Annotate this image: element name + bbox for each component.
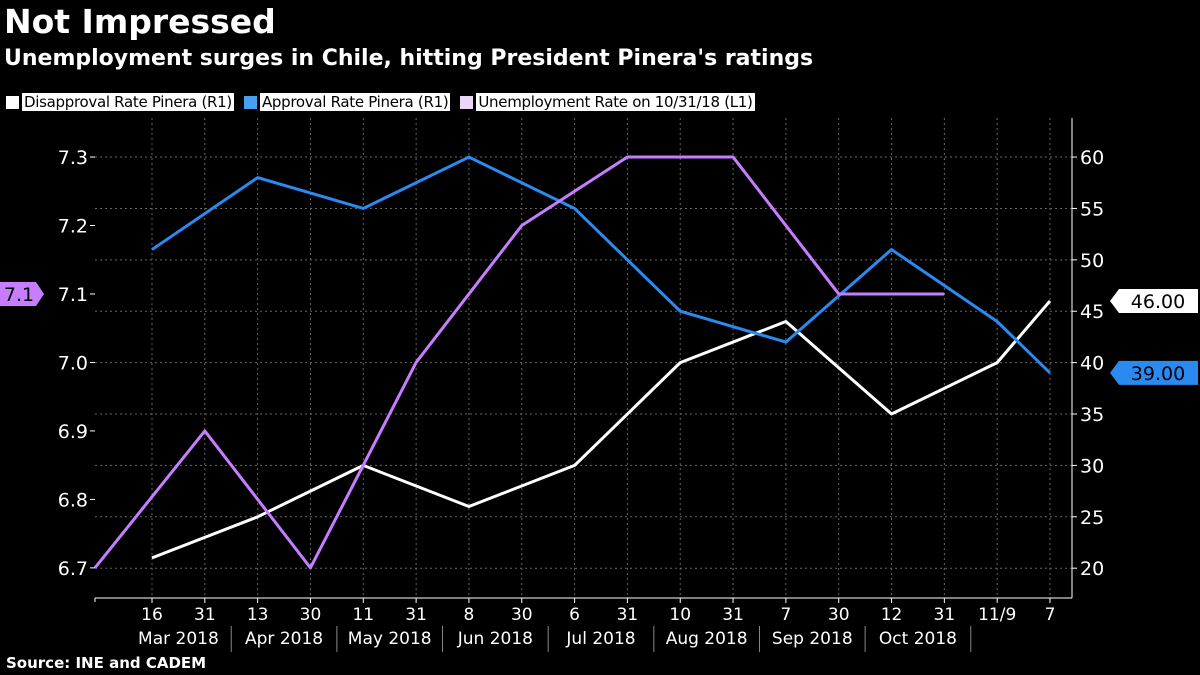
month-label: Oct 2018 (879, 629, 957, 649)
right-tick-label: 45 (1080, 301, 1104, 323)
right-tick-label: 30 (1080, 455, 1104, 477)
month-label: Jul 2018 (565, 629, 635, 649)
legend: Disapproval Rate Pinera (R1) Approval Ra… (6, 93, 755, 111)
last-value-label: 46.00 (1131, 291, 1185, 313)
x-tick-label: 31 (722, 605, 744, 625)
right-tick-label: 20 (1080, 558, 1104, 580)
series-line-1 (151, 155, 1052, 374)
right-tick-label: 25 (1080, 507, 1104, 529)
x-tick-label: 31 (617, 605, 639, 625)
right-tick-label: 50 (1080, 250, 1104, 272)
left-tick-label: 7.0 (58, 352, 88, 374)
left-tick-label: 7.2 (58, 216, 88, 238)
x-tick-label: 30 (828, 605, 850, 625)
last-value-tag (0, 281, 44, 306)
x-tick-label: 31 (934, 605, 956, 625)
left-tick-label: 7.1 (58, 284, 88, 306)
x-tick-label: 11/9 (978, 605, 1016, 625)
x-tick-label: 7 (780, 605, 791, 625)
last-value-label: 39.00 (1131, 363, 1185, 385)
last-value-tag (1110, 288, 1198, 313)
last-value-tag (1110, 360, 1198, 385)
left-tick-label: 7.3 (58, 147, 88, 169)
x-tick-label: 31 (194, 605, 216, 625)
month-label: Jun 2018 (457, 629, 533, 649)
right-tick-label: 60 (1080, 147, 1104, 169)
legend-item-unemployment: Unemployment Rate on 10/31/18 (L1) (460, 93, 755, 111)
left-tick-label: 6.8 (58, 489, 88, 511)
chart-title: Not Impressed (4, 2, 276, 41)
x-tick-label: 31 (405, 605, 427, 625)
series-line-0 (151, 299, 1052, 560)
legend-item-approval: Approval Rate Pinera (R1) (243, 93, 451, 111)
last-value-label: 7.1 (4, 284, 34, 306)
x-tick-label: 7 (1045, 605, 1056, 625)
month-label: Aug 2018 (666, 629, 748, 649)
right-tick-label: 40 (1080, 353, 1104, 375)
chart-subtitle: Unemployment surges in Chile, hitting Pr… (4, 46, 814, 71)
right-tick-label: 55 (1080, 198, 1104, 220)
month-label: Mar 2018 (138, 629, 219, 649)
month-label: Sep 2018 (772, 629, 853, 649)
x-tick-label: 10 (669, 605, 691, 625)
source-note: Source: INE and CADEM (6, 654, 207, 672)
x-tick-label: 6 (569, 605, 580, 625)
right-tick-label: 35 (1080, 404, 1104, 426)
x-tick-label: 13 (247, 605, 269, 625)
left-tick-label: 6.7 (58, 558, 88, 580)
legend-swatch (6, 95, 19, 109)
month-label: Apr 2018 (245, 629, 323, 649)
legend-swatch (460, 95, 474, 109)
legend-swatch (243, 95, 257, 109)
month-label: May 2018 (348, 629, 432, 649)
x-tick-label: 12 (881, 605, 903, 625)
x-tick-label: 8 (464, 605, 475, 625)
x-tick-label: 11 (352, 605, 374, 625)
x-tick-label: 30 (511, 605, 533, 625)
legend-item-disapproval: Disapproval Rate Pinera (R1) (6, 93, 234, 111)
x-tick-label: 16 (141, 605, 163, 625)
left-tick-label: 6.9 (58, 421, 88, 443)
x-tick-label: 30 (300, 605, 322, 625)
